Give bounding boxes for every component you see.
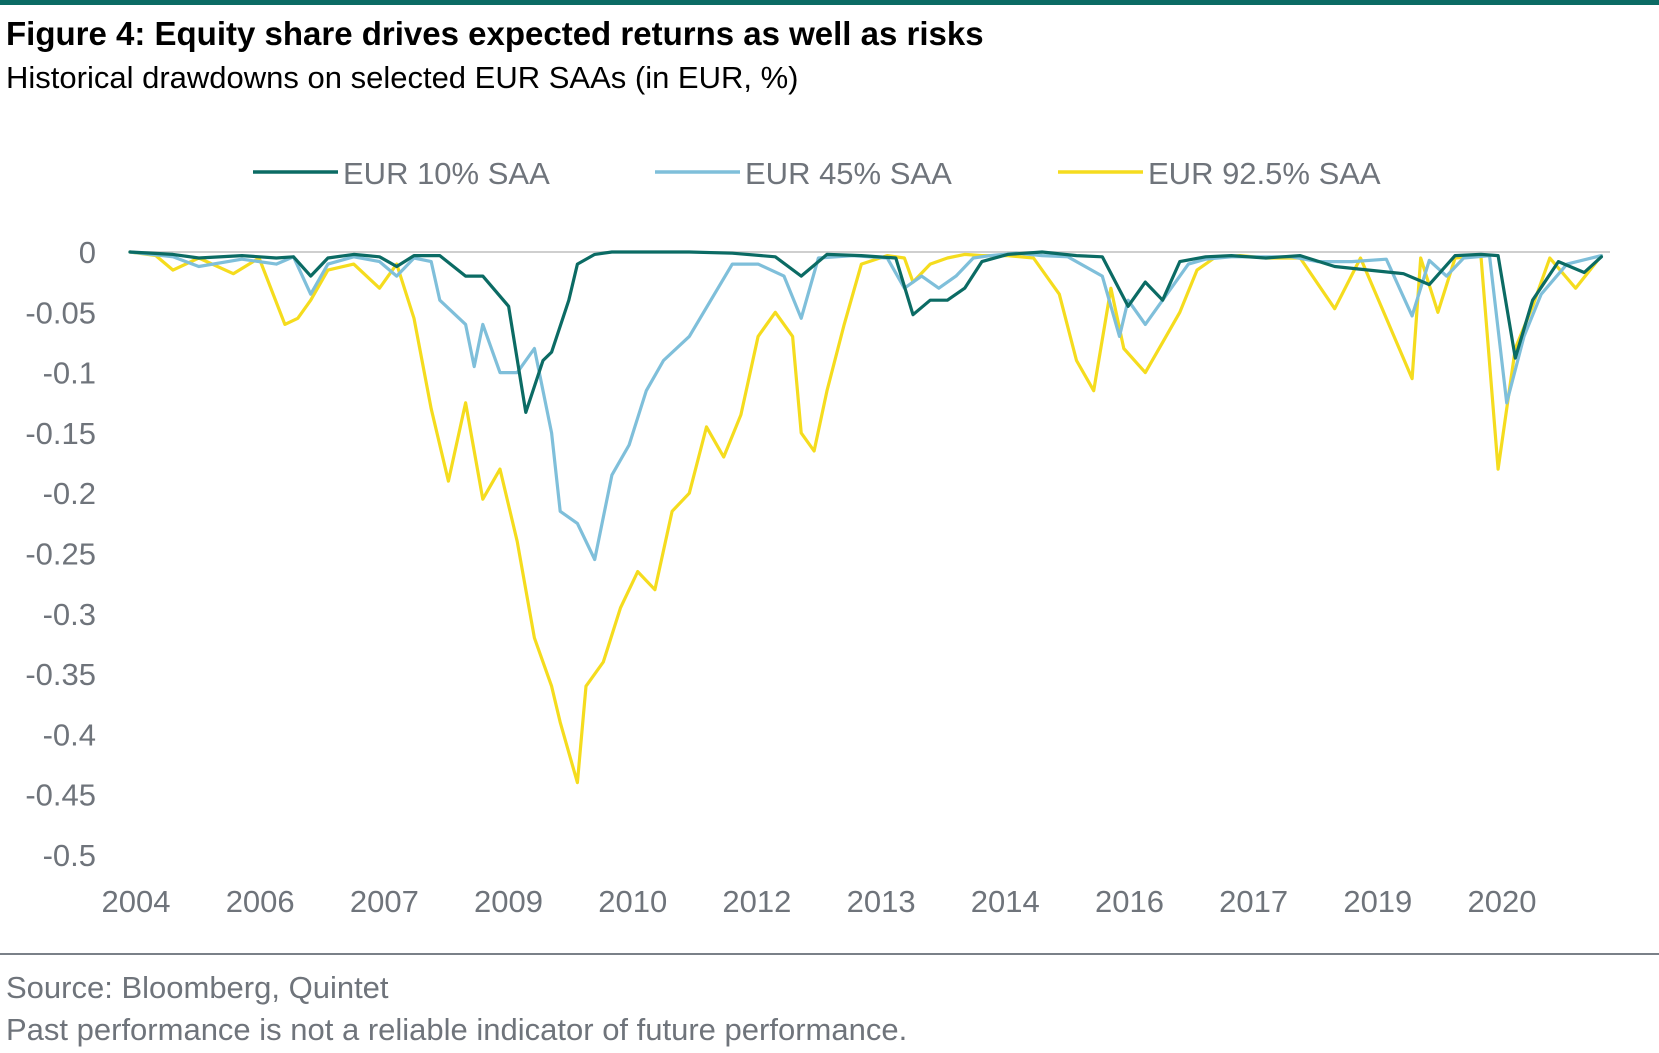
series-lines [128, 250, 1604, 785]
legend: EUR 10% SAA EUR 45% SAA EUR 92.5% SAA [253, 156, 1381, 191]
figure-title: Figure 4: Equity share drives expected r… [6, 15, 984, 52]
x-tick-label: 2006 [226, 884, 295, 919]
x-axis-ticks: 2004 2006 2007 2009 2010 2012 2013 2014 2016 2017… [102, 884, 1537, 919]
x-tick-label: 2012 [722, 884, 791, 919]
drawdown-line-chart: EUR 10% SAA EUR 45% SAA EUR 92.5% SAA 0 -0.… [25, 156, 1610, 919]
legend-label: EUR 92.5% SAA [1148, 156, 1381, 191]
y-tick-label: -0.25 [25, 537, 96, 572]
source-note: Source: Bloomberg, Quintet [6, 970, 389, 1005]
y-axis-ticks: 0 -0.05 -0.1 -0.15 -0.2 -0.25 -0.3 -0.35 -0.4 -0.… [25, 235, 96, 873]
x-tick-label: 2013 [847, 884, 916, 919]
y-tick-label: -0.4 [43, 717, 96, 752]
y-tick-label: -0.05 [25, 295, 96, 330]
series-line-eur-10-saa [128, 250, 1604, 414]
y-tick-label: -0.5 [43, 838, 96, 873]
x-tick-label: 2004 [102, 884, 171, 919]
x-tick-label: 2019 [1343, 884, 1412, 919]
x-tick-label: 2009 [474, 884, 543, 919]
x-tick-label: 2016 [1095, 884, 1164, 919]
disclaimer-note: Past performance is not a reliable indic… [6, 1012, 908, 1047]
top-accent-rule [0, 0, 1659, 5]
y-tick-label: -0.15 [25, 416, 96, 451]
y-tick-label: -0.2 [43, 476, 96, 511]
y-tick-label: -0.3 [43, 597, 96, 632]
x-tick-label: 2014 [971, 884, 1040, 919]
x-tick-label: 2007 [350, 884, 419, 919]
y-tick-label: -0.1 [43, 356, 96, 391]
series-line-eur-45-saa [128, 250, 1604, 562]
legend-label: EUR 45% SAA [745, 156, 952, 191]
legend-label: EUR 10% SAA [343, 156, 550, 191]
y-tick-label: -0.35 [25, 657, 96, 692]
footer-rule [0, 953, 1659, 955]
y-tick-label: 0 [79, 235, 96, 270]
y-tick-label: -0.45 [25, 778, 96, 813]
figure-subtitle: Historical drawdowns on selected EUR SAA… [6, 60, 799, 95]
x-tick-label: 2020 [1468, 884, 1537, 919]
series-line-eur-92-5-saa [128, 250, 1604, 785]
x-tick-label: 2017 [1219, 884, 1288, 919]
x-tick-label: 2010 [598, 884, 667, 919]
